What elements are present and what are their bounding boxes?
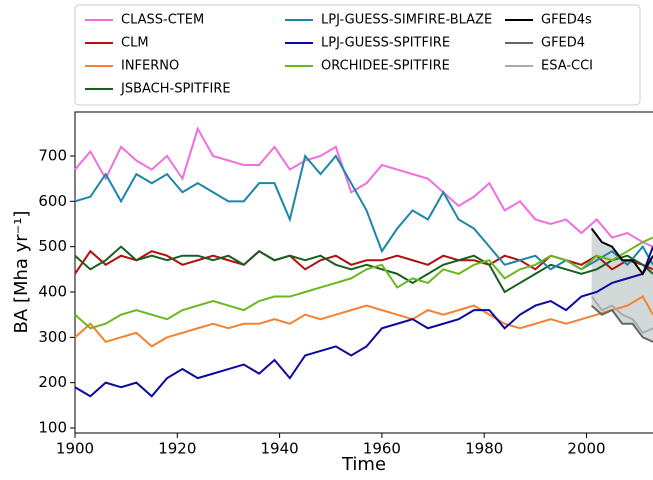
series-line xyxy=(74,295,653,348)
series-line xyxy=(74,245,653,294)
x-tick-label: 1900 xyxy=(56,440,94,458)
series-line xyxy=(590,304,653,343)
x-tick-label: 1940 xyxy=(261,440,299,458)
series-line xyxy=(74,126,653,248)
legend-label: CLASS-CTEM xyxy=(121,13,204,28)
y-tick-label: 100 xyxy=(38,419,67,437)
legend-label: CLM xyxy=(121,36,149,51)
x-tick-label: 1980 xyxy=(465,440,503,458)
y-tick-label: 600 xyxy=(38,192,67,210)
series-line xyxy=(74,246,653,398)
legend-label: GFED4s xyxy=(541,13,592,28)
series-line xyxy=(74,236,653,330)
legend-label: ORCHIDEE-SPITFIRE xyxy=(321,59,450,74)
y-axis-label: BA [Mha yr⁻¹] xyxy=(11,211,32,334)
x-axis-label: Time xyxy=(341,454,386,475)
legend-label: GFED4 xyxy=(541,36,585,51)
y-tick-label: 400 xyxy=(38,282,67,300)
legend-label: INFERNO xyxy=(121,59,179,74)
series-line xyxy=(74,153,653,271)
legend-label: JSBACH-SPITFIRE xyxy=(120,82,231,97)
legend-label: ESA-CCI xyxy=(541,59,593,74)
x-tick-label: 1920 xyxy=(158,440,196,458)
y-tick-label: 300 xyxy=(38,328,67,346)
x-tick-label: 1960 xyxy=(363,440,401,458)
legend-label: LPJ-GUESS-SIMFIRE-BLAZE xyxy=(321,13,492,28)
legend-label: LPJ-GUESS-SPITFIRE xyxy=(321,36,450,51)
y-tick-label: 700 xyxy=(38,146,67,164)
series-line xyxy=(590,295,653,335)
y-tick-label: 200 xyxy=(38,373,67,391)
y-tick-label: 500 xyxy=(38,237,67,255)
x-tick-label: 2000 xyxy=(567,440,605,458)
series-line xyxy=(590,227,653,276)
obs-range xyxy=(591,228,653,342)
legend-box xyxy=(74,4,641,106)
